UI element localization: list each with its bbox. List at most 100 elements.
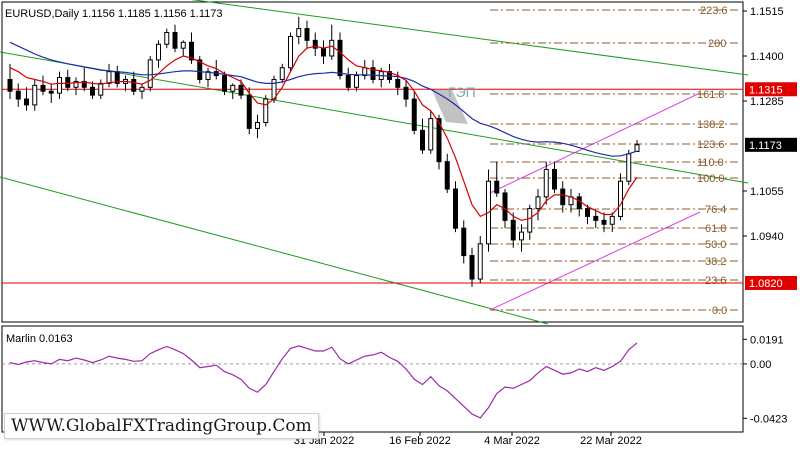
candle-body [560, 188, 566, 206]
green-channel-line [191, 0, 749, 76]
y-tick-label: 1.0940 [750, 231, 784, 243]
fibo-label: 50.0 [705, 239, 726, 251]
candle-body [65, 77, 71, 88]
y-tick-label: 1.1285 [750, 96, 784, 108]
candle-body [609, 215, 615, 225]
candle-body [321, 47, 326, 57]
candle-body [263, 98, 269, 124]
magenta-channel-line [489, 92, 701, 194]
green-channel-line [0, 176, 549, 325]
candle-body [164, 32, 170, 45]
candle-body [81, 80, 87, 88]
chart-title: EURUSD,Daily 1.1156 1.1185 1.1156 1.1173 [5, 8, 223, 20]
candle-body [436, 118, 442, 163]
candle-body [180, 41, 186, 49]
candle-body [337, 39, 343, 77]
candle-body [131, 78, 137, 92]
price-tag [745, 275, 797, 290]
candle-body [189, 41, 194, 61]
candle-body [90, 86, 95, 96]
candle-body [73, 80, 79, 88]
candle-body [156, 43, 161, 61]
indicator-y-tick-label: -0.0423 [750, 413, 787, 425]
fibo-label: 161.8 [697, 89, 725, 101]
candle-body [585, 208, 590, 217]
price-tag-label: 1.1173 [749, 140, 782, 152]
fibo-label: 76.4 [705, 204, 726, 216]
fibo-label: 110.0 [697, 157, 724, 169]
fibo-label: 123.6 [697, 139, 725, 151]
candle-body [40, 84, 46, 92]
candle-body [469, 255, 475, 280]
watermark: WWW.GlobalFXTradingGroup.Com [4, 413, 319, 439]
candle-body [601, 219, 607, 225]
candle-body [139, 86, 145, 92]
ma-fast-line [9, 45, 638, 221]
candle-body [345, 75, 351, 88]
candle-body [519, 231, 524, 241]
candle-body [477, 243, 483, 280]
fibo-label: 61.8 [705, 223, 726, 235]
candle-body [494, 180, 500, 194]
gap-marker [432, 90, 468, 124]
candle-body [296, 28, 302, 37]
candle-body [618, 180, 623, 217]
candle-body [420, 129, 425, 151]
price-tag-label: 1.0820 [749, 278, 783, 290]
candle-body [428, 118, 434, 151]
candle-body [106, 71, 112, 84]
candle-body [527, 208, 533, 233]
candle-body [304, 28, 310, 41]
candle-body [288, 35, 293, 69]
main-panel [1, 1, 744, 323]
x-tick-label: 22 Mar 2022 [580, 435, 642, 447]
y-tick-label: 1.1515 [750, 6, 784, 18]
candle-body [510, 219, 516, 241]
candle-body [48, 90, 54, 94]
price-tag-label: 1.1315 [749, 84, 783, 96]
candle-body [535, 196, 541, 210]
candle-body [15, 90, 21, 100]
magenta-channel-line [489, 211, 701, 311]
candle-body [444, 161, 450, 190]
y-tick-label: 1.1055 [750, 186, 784, 198]
ma-slow-line [9, 41, 638, 157]
candle-body [453, 188, 458, 229]
candle-body [197, 59, 203, 80]
candle-body [626, 153, 632, 182]
y-tick-label: 1.1400 [750, 51, 784, 63]
indicator-y-tick-label: 0.00 [750, 359, 771, 371]
candle-body [255, 122, 260, 129]
candle-body [370, 67, 376, 80]
fibo-label: 100.0 [697, 173, 725, 185]
candle-body [354, 75, 359, 88]
fibo-label: 223.6 [700, 5, 728, 17]
candle-body [543, 168, 549, 198]
indicator-y-tick-label: 0.0191 [750, 334, 784, 346]
candle-body [222, 75, 227, 92]
candle-body [24, 98, 29, 106]
candle-body [502, 192, 508, 221]
candle-body [147, 59, 153, 88]
indicator-title: Marlin 0.0163 [6, 333, 73, 345]
x-tick-label: 4 Mar 2022 [484, 435, 540, 447]
candle-body [238, 84, 244, 96]
candle-body [57, 77, 62, 94]
price-tag [745, 82, 797, 97]
green-channel-line [0, 51, 749, 184]
fibo-label: 138.2 [697, 119, 725, 131]
marlin-line [9, 342, 638, 419]
candle-body [7, 78, 13, 92]
candle-body [329, 39, 335, 57]
candle-body [395, 78, 401, 88]
fibo-label: 38.2 [705, 256, 726, 268]
candle-body [312, 39, 318, 49]
gap-annotation: ГЭП [448, 84, 476, 100]
candle-body [576, 196, 582, 210]
candle-body [172, 32, 178, 49]
x-tick-label: 16 Feb 2022 [389, 435, 451, 447]
candle-body [205, 71, 211, 80]
candle-body [246, 94, 252, 129]
